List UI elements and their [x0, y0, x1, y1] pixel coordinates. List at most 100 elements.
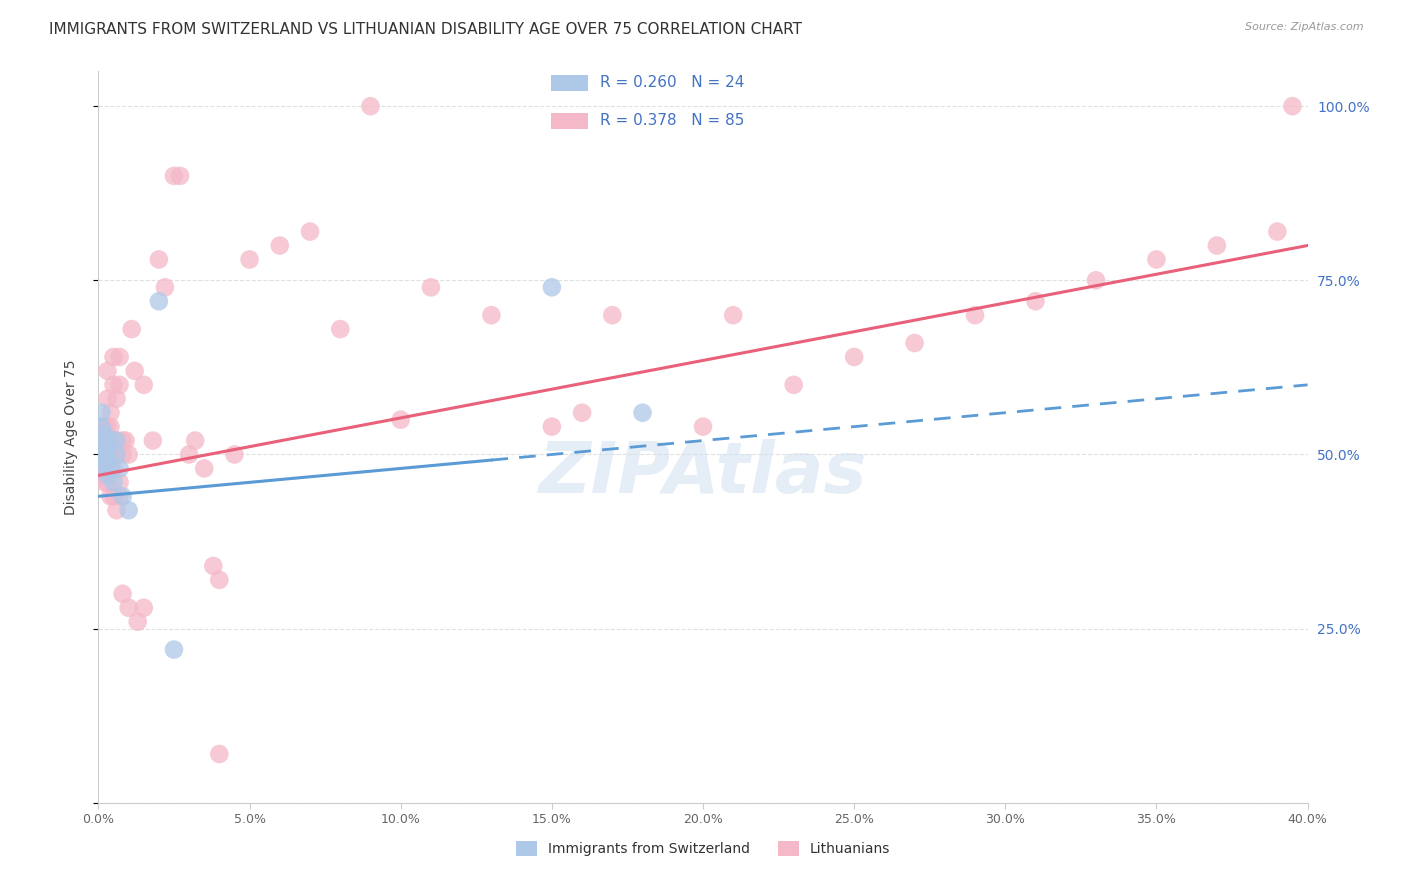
Point [105, 392, 128, 406]
Point [239, 252, 262, 267]
Point [111, 489, 134, 503]
Point [103, 377, 125, 392]
Point [481, 308, 503, 322]
Point [121, 322, 143, 336]
Point [179, 448, 201, 462]
Point [96, 468, 118, 483]
Point [96, 448, 118, 462]
Point [1206, 238, 1229, 252]
Text: ZIPAtlas: ZIPAtlas [538, 439, 868, 508]
Point [90, 441, 112, 455]
Point [93, 475, 115, 490]
Point [208, 573, 231, 587]
Text: R = 0.260   N = 24: R = 0.260 N = 24 [600, 75, 744, 89]
Point [1267, 225, 1289, 239]
Point [114, 434, 136, 448]
Point [90, 461, 112, 475]
Point [163, 642, 186, 657]
Point [93, 426, 115, 441]
Point [93, 461, 115, 475]
Point [420, 280, 443, 294]
Point [105, 434, 128, 448]
Point [93, 448, 115, 462]
Bar [551, 113, 588, 129]
Point [208, 747, 231, 761]
Point [142, 434, 165, 448]
Point [90, 468, 112, 483]
Bar [551, 75, 588, 91]
Point [631, 406, 654, 420]
Point [100, 489, 122, 503]
Point [124, 364, 146, 378]
Point [90, 406, 112, 420]
Point [163, 169, 186, 183]
Point [389, 412, 412, 426]
Point [269, 238, 291, 252]
Point [100, 461, 122, 475]
Y-axis label: Disability Age Over 75: Disability Age Over 75 [63, 359, 77, 515]
Point [96, 454, 118, 468]
Point [96, 434, 118, 448]
Point [87, 448, 110, 462]
Point [540, 419, 562, 434]
Point [111, 587, 134, 601]
Text: R = 0.378   N = 85: R = 0.378 N = 85 [600, 113, 744, 128]
Point [904, 336, 927, 351]
Point [360, 99, 382, 113]
Point [90, 419, 112, 434]
Point [153, 280, 176, 294]
Point [87, 468, 110, 483]
Point [118, 448, 141, 462]
Point [96, 475, 118, 490]
Point [93, 419, 115, 434]
Point [1024, 294, 1046, 309]
Point [96, 364, 118, 378]
Point [148, 294, 170, 309]
Point [202, 558, 225, 573]
Point [90, 419, 112, 434]
Point [224, 448, 246, 462]
Point [1281, 99, 1303, 113]
Point [93, 434, 115, 448]
Point [1144, 252, 1167, 267]
Point [540, 280, 562, 294]
Point [90, 461, 112, 475]
Point [111, 448, 134, 462]
Point [100, 434, 122, 448]
Point [100, 448, 122, 462]
Point [100, 419, 122, 434]
Point [108, 377, 131, 392]
Point [783, 377, 806, 392]
Point [169, 169, 191, 183]
Point [105, 448, 128, 462]
Point [723, 308, 745, 322]
Text: IMMIGRANTS FROM SWITZERLAND VS LITHUANIAN DISABILITY AGE OVER 75 CORRELATION CHA: IMMIGRANTS FROM SWITZERLAND VS LITHUANIA… [49, 22, 803, 37]
Point [108, 489, 131, 503]
Point [108, 350, 131, 364]
Point [103, 475, 125, 490]
Point [93, 448, 115, 462]
Legend: Immigrants from Switzerland, Lithuanians: Immigrants from Switzerland, Lithuanians [510, 836, 896, 862]
Point [193, 461, 215, 475]
Point [127, 615, 149, 629]
Point [184, 434, 207, 448]
Point [96, 392, 118, 406]
Point [108, 475, 131, 490]
Point [1085, 273, 1108, 287]
Point [132, 600, 155, 615]
Point [571, 406, 593, 420]
Point [111, 434, 134, 448]
Point [103, 461, 125, 475]
Point [105, 503, 128, 517]
Point [93, 448, 115, 462]
Point [90, 454, 112, 468]
Point [96, 441, 118, 455]
Point [118, 503, 141, 517]
Point [329, 322, 352, 336]
Point [299, 225, 322, 239]
Point [93, 434, 115, 448]
Point [105, 434, 128, 448]
Point [108, 461, 131, 475]
Point [118, 600, 141, 615]
Point [90, 441, 112, 455]
